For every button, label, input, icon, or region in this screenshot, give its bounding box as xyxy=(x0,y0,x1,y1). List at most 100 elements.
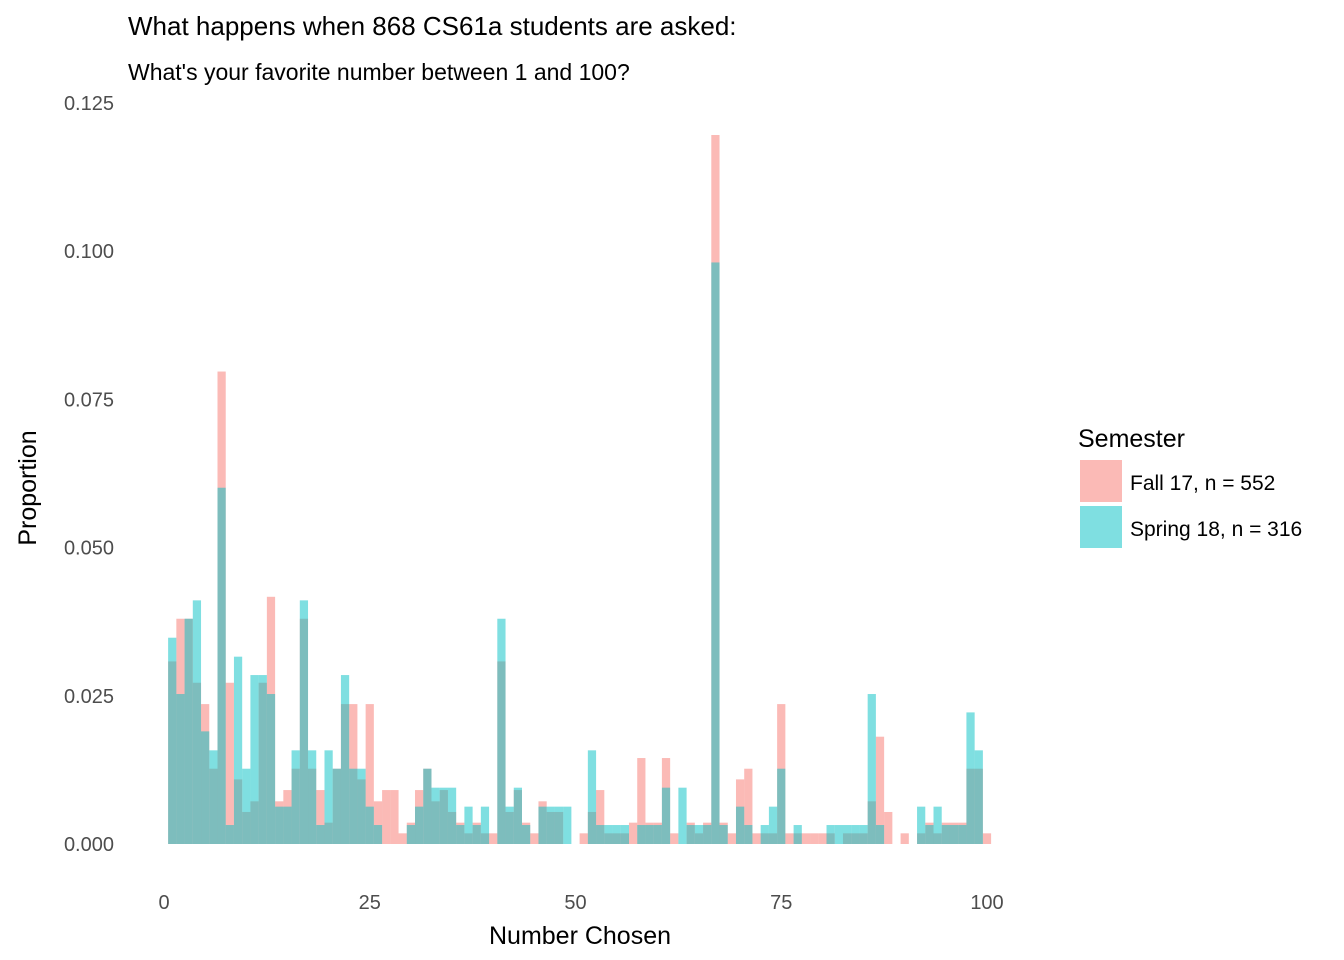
legend-swatch-fall xyxy=(1080,460,1122,502)
bar-spring-61 xyxy=(661,787,671,844)
bar-spring-98 xyxy=(966,712,975,844)
bar-spring-1 xyxy=(168,637,177,844)
bar-fall-53 xyxy=(596,790,605,844)
bar-fall-62 xyxy=(670,833,679,844)
chart-title: What happens when 868 CS61a students are… xyxy=(128,11,737,41)
bar-spring-85 xyxy=(859,825,868,844)
bar-fall-100 xyxy=(982,833,992,844)
bar-spring-52 xyxy=(587,750,597,844)
bar-spring-20 xyxy=(324,750,333,844)
bar-spring-59 xyxy=(645,825,654,844)
bar-spring-6 xyxy=(209,750,218,844)
bar-spring-12 xyxy=(258,675,267,844)
bar-spring-7 xyxy=(217,487,226,844)
bar-spring-17 xyxy=(299,600,309,844)
bar-fall-78 xyxy=(801,833,811,844)
bar-spring-11 xyxy=(250,675,259,844)
bar-spring-95 xyxy=(941,825,950,844)
bar-spring-64 xyxy=(686,825,695,844)
bar-fall-28 xyxy=(390,790,399,844)
bar-spring-46 xyxy=(538,806,547,844)
bar-spring-65 xyxy=(694,825,704,844)
bar-fall-87 xyxy=(875,736,885,844)
bar-spring-66 xyxy=(703,825,712,844)
bar-spring-73 xyxy=(760,825,769,844)
y-tick-label: 0.025 xyxy=(64,686,114,708)
bar-spring-26 xyxy=(373,825,383,844)
bar-fall-71 xyxy=(744,768,753,844)
bar-fall-40 xyxy=(489,833,498,844)
bar-spring-75 xyxy=(777,768,786,844)
bar-fall-80 xyxy=(818,833,827,844)
bar-spring-24 xyxy=(357,768,366,844)
bar-spring-53 xyxy=(596,825,605,844)
bar-fall-45 xyxy=(530,833,539,844)
bar-fall-26 xyxy=(373,801,383,844)
bar-spring-4 xyxy=(192,600,202,844)
y-axis-title: Proportion xyxy=(14,430,42,545)
bar-spring-10 xyxy=(242,768,251,844)
bar-spring-13 xyxy=(266,694,276,844)
x-tick-label: 100 xyxy=(970,892,1003,914)
bar-spring-41 xyxy=(497,618,506,844)
chart-subtitle: What's your favorite number between 1 an… xyxy=(128,59,630,85)
y-tick-label: 0.000 xyxy=(64,834,114,856)
bar-spring-18 xyxy=(308,750,317,844)
legend-label-fall: Fall 17, n = 552 xyxy=(1130,472,1275,495)
bars-layer xyxy=(168,135,992,845)
y-tick-label: 0.075 xyxy=(64,389,114,411)
bar-spring-33 xyxy=(431,787,440,844)
bar-spring-87 xyxy=(875,825,885,844)
bar-spring-86 xyxy=(867,694,876,844)
x-tick-label: 50 xyxy=(564,892,586,914)
series-spring-18 xyxy=(168,262,983,845)
bar-spring-56 xyxy=(620,825,629,844)
legend-title: Semester xyxy=(1078,425,1185,453)
bar-spring-34 xyxy=(439,787,448,844)
bar-spring-38 xyxy=(472,825,481,844)
bar-spring-83 xyxy=(842,825,852,844)
bar-spring-93 xyxy=(925,825,934,844)
y-tick-label: 0.125 xyxy=(64,93,114,115)
y-axis: 0.000 0.025 0.050 0.075 0.100 0.125 xyxy=(64,93,114,856)
bar-spring-14 xyxy=(275,806,284,844)
bar-spring-16 xyxy=(291,750,300,844)
bar-spring-2 xyxy=(176,694,185,844)
bar-fall-8 xyxy=(225,682,234,844)
y-tick-label: 0.050 xyxy=(64,538,114,560)
bar-spring-36 xyxy=(456,825,465,844)
bar-fall-27 xyxy=(382,790,391,844)
bar-spring-47 xyxy=(546,806,555,844)
bar-spring-32 xyxy=(423,768,432,844)
bar-spring-58 xyxy=(637,825,646,844)
bar-fall-88 xyxy=(884,811,893,844)
bar-fall-79 xyxy=(810,833,819,844)
bar-spring-77 xyxy=(793,825,802,844)
bar-spring-82 xyxy=(834,825,843,844)
bar-fall-58 xyxy=(637,758,646,844)
bar-spring-54 xyxy=(604,825,613,844)
y-tick-label: 0.100 xyxy=(64,241,114,263)
legend-label-spring: Spring 18, n = 316 xyxy=(1130,518,1302,541)
bar-spring-37 xyxy=(464,806,473,844)
bar-fall-57 xyxy=(628,822,638,844)
bar-fall-72 xyxy=(752,833,761,844)
bar-spring-19 xyxy=(316,825,325,844)
bar-spring-8 xyxy=(225,825,234,844)
bar-spring-63 xyxy=(678,787,687,844)
bar-spring-74 xyxy=(768,806,778,844)
bar-spring-5 xyxy=(201,731,210,844)
legend-swatch-spring xyxy=(1080,506,1122,548)
bar-spring-39 xyxy=(480,806,490,844)
bar-spring-94 xyxy=(933,806,942,844)
bar-spring-81 xyxy=(826,825,835,844)
bar-spring-84 xyxy=(851,825,860,844)
bar-spring-30 xyxy=(406,825,416,844)
bar-spring-43 xyxy=(513,787,522,844)
bar-spring-31 xyxy=(415,806,424,844)
bar-fall-69 xyxy=(727,833,736,844)
bar-fall-90 xyxy=(900,833,909,844)
bar-fall-76 xyxy=(785,833,794,844)
bar-spring-15 xyxy=(283,806,292,844)
